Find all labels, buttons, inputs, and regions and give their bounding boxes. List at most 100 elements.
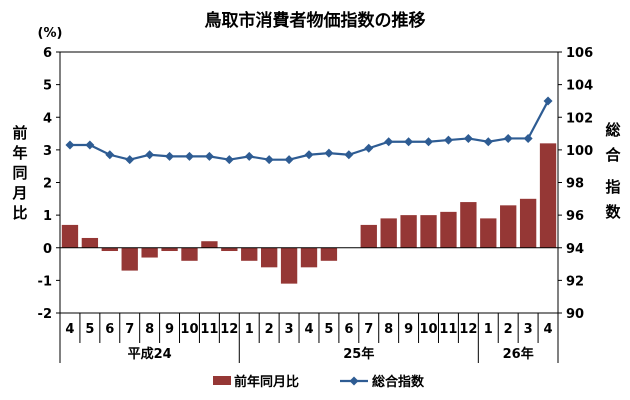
- right-axis-label-char: 指: [605, 178, 620, 196]
- right-tick-label: 100: [566, 144, 593, 159]
- right-tick-label: 104: [566, 79, 593, 94]
- left-axis-label-char: 比: [12, 204, 27, 222]
- bar: [519, 198, 537, 248]
- index-point: [523, 133, 533, 143]
- category-label: 3: [285, 322, 294, 337]
- right-tick-label: 98: [566, 177, 584, 192]
- index-point: [463, 133, 473, 143]
- category-label: 11: [200, 322, 218, 337]
- left-axis-label-char: 前: [12, 124, 27, 142]
- category-label: 1: [245, 322, 254, 337]
- bar: [141, 247, 158, 258]
- left-axis-label-char: 同: [12, 164, 27, 182]
- left-tick-label: 6: [43, 46, 52, 61]
- left-axis-label-char: 年: [12, 144, 27, 162]
- bar: [400, 215, 417, 248]
- bar: [181, 247, 198, 261]
- left-tick-label: 1: [43, 209, 52, 224]
- index-point: [404, 137, 414, 147]
- category-label: 5: [324, 322, 333, 337]
- category-label: 9: [404, 322, 413, 337]
- bar: [61, 224, 79, 248]
- category-label: 2: [265, 322, 274, 337]
- bar: [81, 237, 99, 248]
- bar: [201, 241, 218, 248]
- legend-bar-label: 前年同月比: [234, 374, 299, 390]
- category-label: 11: [439, 322, 457, 337]
- year-group-label: 平成24: [128, 346, 172, 362]
- chart-title: 鳥取市消費者物価指数の推移: [205, 10, 426, 31]
- left-tick-label: 0: [43, 242, 52, 257]
- legend: 前年同月比 総合指数: [213, 374, 425, 390]
- left-tick-label: 5: [43, 79, 52, 94]
- index-point: [324, 148, 334, 158]
- bar: [500, 205, 517, 248]
- category-label: 8: [145, 322, 154, 337]
- index-point: [165, 151, 175, 161]
- category-label: 4: [544, 322, 553, 337]
- index-point: [364, 143, 374, 153]
- right-tick-label: 90: [566, 307, 584, 322]
- index-point: [384, 137, 394, 147]
- right-tick-label: 102: [566, 111, 593, 126]
- bar: [420, 215, 437, 248]
- index-point: [344, 150, 354, 160]
- index-point: [424, 137, 434, 147]
- index-point: [145, 150, 155, 160]
- left-tick-label: -1: [38, 274, 52, 289]
- right-tick-label: 96: [566, 209, 584, 224]
- bar: [480, 218, 497, 248]
- bar: [121, 247, 138, 271]
- bar: [380, 218, 397, 248]
- category-label: 10: [419, 322, 437, 337]
- category-label: 5: [85, 322, 94, 337]
- legend-bar-swatch: [213, 376, 231, 385]
- index-point: [284, 155, 294, 165]
- category-label: 4: [304, 322, 313, 337]
- right-tick-label: 106: [566, 46, 593, 61]
- index-point: [503, 133, 513, 143]
- left-tick-label: -2: [38, 307, 52, 322]
- year-group-label: 26年: [503, 346, 534, 362]
- bar: [161, 247, 178, 252]
- left-axis-label-char: 月: [11, 184, 27, 202]
- index-point: [483, 137, 493, 147]
- bar: [440, 211, 457, 248]
- right-axis-label: 総合指数: [604, 121, 621, 221]
- index-point: [224, 155, 234, 165]
- category-label: 9: [165, 322, 174, 337]
- left-axis-unit: (%): [38, 26, 63, 41]
- right-axis-label-char: 総: [605, 121, 620, 139]
- index-point: [105, 150, 115, 160]
- category-label: 4: [65, 322, 74, 337]
- bar: [360, 224, 377, 248]
- category-label: 3: [524, 322, 533, 337]
- bar: [101, 247, 118, 252]
- category-label: 8: [384, 322, 393, 337]
- bar: [221, 247, 238, 252]
- bar: [241, 247, 258, 261]
- left-tick-label: 2: [43, 177, 52, 192]
- index-point: [204, 151, 214, 161]
- left-axis-label: 前年同月比: [11, 124, 27, 222]
- left-tick-label: 4: [43, 111, 52, 126]
- bar: [460, 202, 477, 248]
- index-point: [65, 140, 75, 150]
- index-point: [85, 140, 95, 150]
- category-label: 10: [180, 322, 198, 337]
- index-point: [443, 135, 453, 145]
- index-point: [184, 151, 194, 161]
- index-point: [244, 151, 254, 161]
- category-label: 12: [459, 322, 477, 337]
- bar: [300, 247, 318, 268]
- category-label: 6: [344, 322, 353, 337]
- bar: [539, 143, 557, 248]
- year-group-label: 25年: [343, 346, 374, 362]
- bar: [260, 247, 278, 268]
- right-tick-label: 94: [566, 242, 584, 257]
- category-label: 6: [105, 322, 114, 337]
- category-label: 1: [484, 322, 493, 337]
- category-label: 2: [504, 322, 513, 337]
